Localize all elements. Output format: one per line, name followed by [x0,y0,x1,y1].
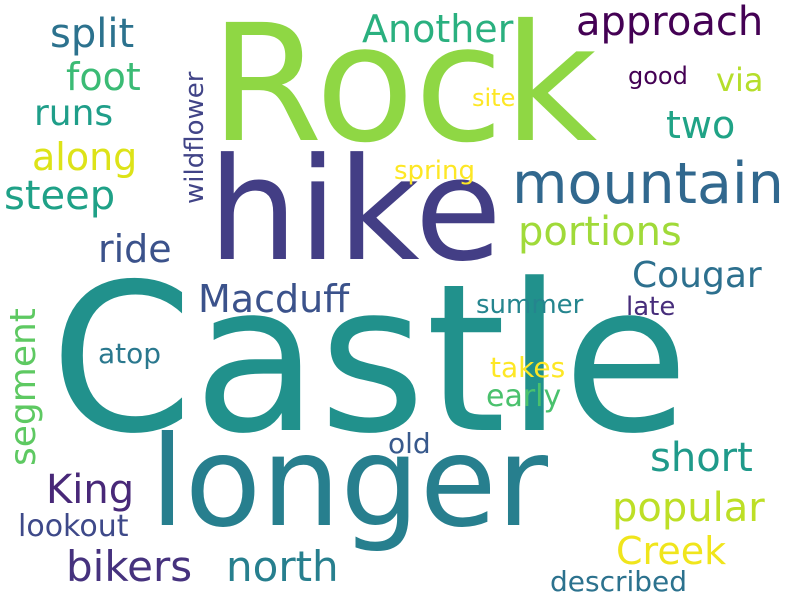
word-takes: takes [490,351,566,384]
word-atop: atop [98,337,162,370]
word-short: short [650,435,753,481]
word-two: two [666,103,736,147]
word-cougar: Cougar [632,255,762,296]
word-segment: segment [3,308,44,466]
word-ride: ride [98,227,172,271]
word-runs: runs [34,93,114,134]
word-hike: hike [208,128,502,293]
word-old: old [388,427,431,460]
word-north: north [226,542,339,591]
word-lookout: lookout [18,509,129,544]
word-split: split [50,11,135,57]
word-along: along [32,135,138,179]
word-bikers: bikers [66,542,193,591]
word-approach: approach [576,0,764,45]
word-popular: popular [612,485,765,531]
word-late: late [626,292,676,322]
word-wildflower: wildflower [180,71,210,204]
word-king: King [46,467,135,513]
word-steep: steep [4,173,116,219]
word-portions: portions [518,209,682,255]
word-via: via [716,61,764,99]
word-rock: Rock [210,0,598,179]
word-site: site [472,84,516,112]
word-summer: summer [476,290,584,320]
word-good: good [628,62,688,90]
word-mountain: mountain [512,151,784,217]
word-early: early [486,379,562,414]
word-longer: longer [150,410,549,555]
word-spring: spring [394,156,475,186]
word-another: Another [362,7,514,51]
word-described: described [550,565,688,598]
word-castle: Castle [50,241,690,479]
word-creek: Creek [616,529,727,573]
word-foot: foot [66,55,141,99]
word-macduff: Macduff [198,277,350,321]
